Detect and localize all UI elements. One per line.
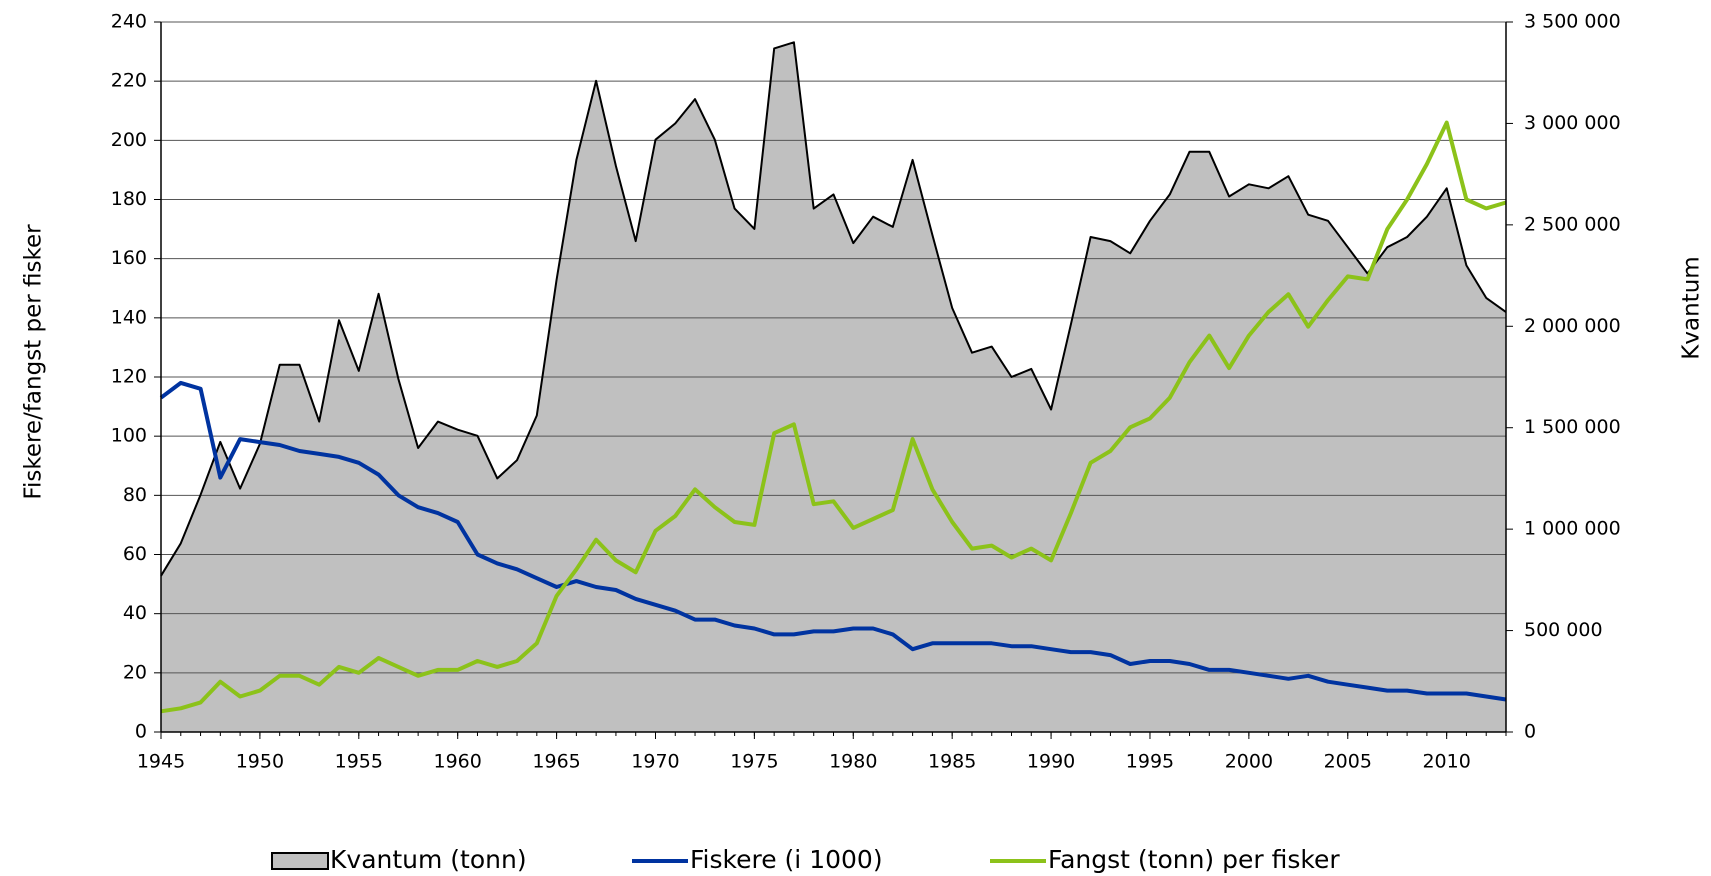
y2-tick-label: 2 000 000: [1524, 315, 1621, 337]
x-tick-label: 1985: [928, 751, 976, 773]
y-tick-label: 240: [111, 11, 147, 33]
x-tick-label: 1980: [829, 751, 877, 773]
x-tick-label: 2005: [1324, 751, 1372, 773]
x-tick-label: 1950: [236, 751, 284, 773]
y2-tick-label: 1 500 000: [1524, 416, 1621, 438]
x-tick-label: 1960: [434, 751, 482, 773]
y2-axis-label: Kvantum: [1679, 256, 1705, 359]
x-tick-label: 1970: [631, 751, 679, 773]
y-tick-label: 160: [111, 247, 147, 269]
line: [160, 120, 1507, 714]
y-tick-label: 220: [111, 70, 147, 92]
y2-tick-label: 1 000 000: [1524, 518, 1621, 540]
y2-tick-label: 3 000 000: [1524, 112, 1621, 134]
legend-label: Kvantum (tonn): [330, 845, 527, 874]
y-tick-label: 40: [123, 602, 147, 624]
x-tick-label: 1955: [335, 751, 383, 773]
x-tick-label: 1945: [137, 751, 185, 773]
x-tick-label: 1965: [532, 751, 580, 773]
y2-tick-label: 2 500 000: [1524, 213, 1621, 235]
y-tick-label: 100: [111, 425, 147, 447]
x-tick-label: 2010: [1422, 751, 1470, 773]
line: [159, 380, 1507, 702]
y-tick-label: 20: [123, 661, 147, 683]
legend-label: Fangst (tonn) per fisker: [1048, 845, 1340, 874]
y-tick-label: 200: [111, 129, 147, 151]
area: [161, 42, 1506, 733]
x-tick-label: 1975: [730, 751, 778, 773]
y-tick-label: 60: [123, 543, 147, 565]
x-tick-label: 1990: [1027, 751, 1075, 773]
y-axis-label: Fiskere/fangst per fisker: [21, 224, 47, 500]
plot: [161, 42, 1506, 733]
y2-tick-label: 500 000: [1524, 619, 1603, 641]
y2-tick-label: 0: [1524, 721, 1536, 743]
legend-swatch: [271, 852, 329, 870]
area-outline: [160, 41, 1507, 577]
y-tick-label: 120: [111, 366, 147, 388]
legend-label: Fiskere (i 1000): [690, 845, 883, 874]
y-tick-label: 140: [111, 306, 147, 328]
y-tick-label: 180: [111, 188, 147, 210]
x-tick-label: 2000: [1225, 751, 1273, 773]
y-tick-label: 80: [123, 484, 147, 506]
x-tick-label: 1995: [1126, 751, 1174, 773]
y-tick-label: 0: [135, 721, 147, 743]
y2-tick-label: 3 500 000: [1524, 11, 1621, 33]
